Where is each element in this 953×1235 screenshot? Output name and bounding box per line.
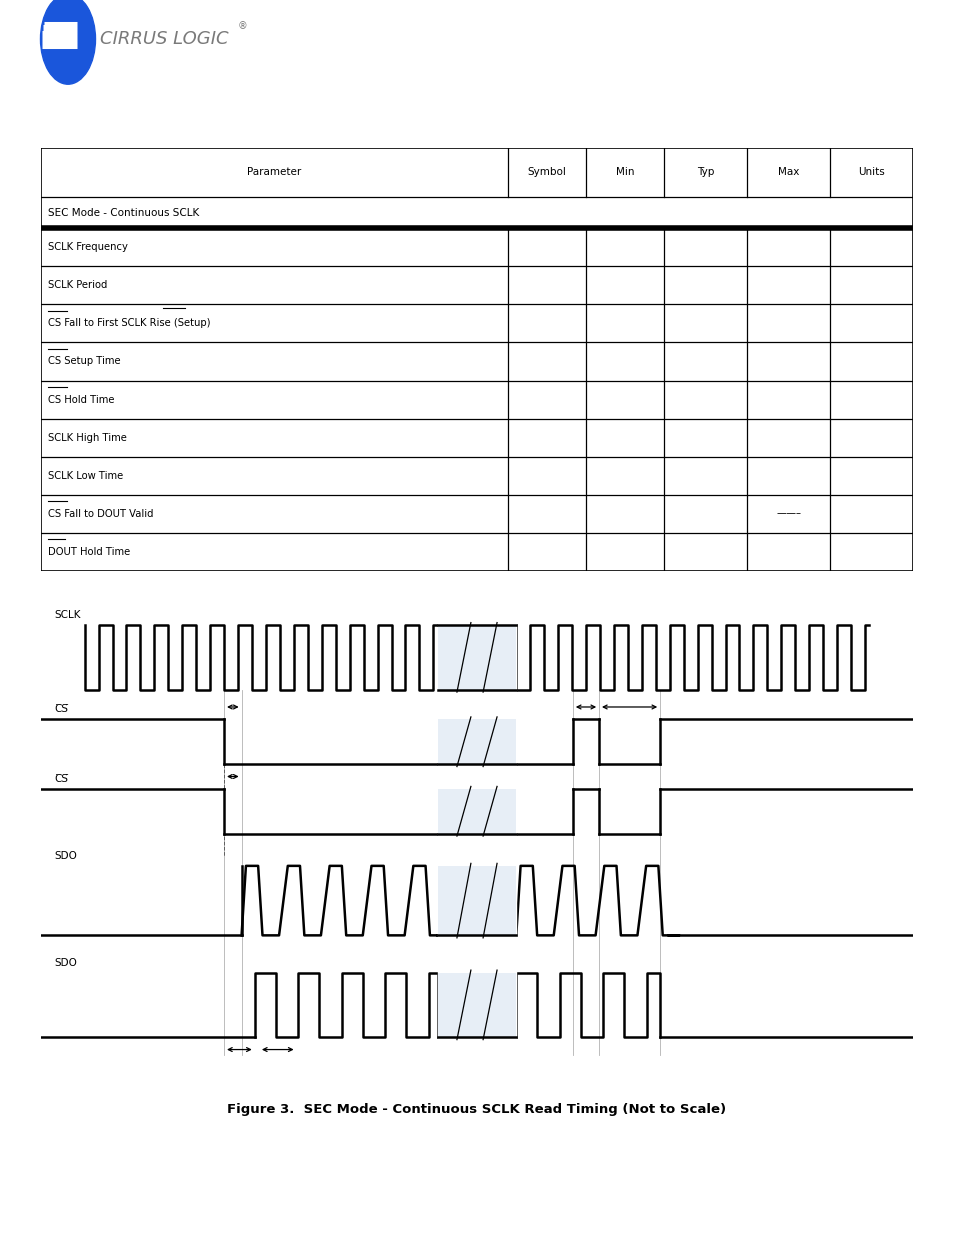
Text: SCLK Frequency: SCLK Frequency (48, 242, 128, 252)
Text: Max: Max (778, 168, 799, 178)
Text: Min: Min (616, 168, 634, 178)
Text: CIRRUS LOGIC: CIRRUS LOGIC (100, 30, 229, 48)
Text: Symbol: Symbol (527, 168, 565, 178)
Text: CS Setup Time: CS Setup Time (48, 357, 120, 367)
Text: C̅S̅: C̅S̅ (54, 704, 68, 714)
Text: ——–: ——– (776, 509, 801, 519)
Text: CS Fall to DOUT Valid: CS Fall to DOUT Valid (48, 509, 153, 519)
Text: SEC Mode - Continuous SCLK: SEC Mode - Continuous SCLK (48, 207, 199, 217)
Bar (437, 866, 516, 935)
Bar (437, 625, 516, 689)
Text: Typ: Typ (697, 168, 714, 178)
Text: SCLK Low Time: SCLK Low Time (48, 471, 123, 480)
Bar (437, 789, 516, 834)
Bar (437, 973, 516, 1037)
Text: SDO: SDO (54, 851, 77, 861)
Text: CS Fall to First SCLK Rise (Setup): CS Fall to First SCLK Rise (Setup) (48, 319, 211, 329)
Text: DOUT Hold Time: DOUT Hold Time (48, 547, 131, 557)
Text: SCLK: SCLK (54, 610, 80, 620)
Text: Figure 3.  SEC Mode - Continuous SCLK Read Timing (Not to Scale): Figure 3. SEC Mode - Continuous SCLK Rea… (227, 1103, 726, 1115)
Text: ®: ® (237, 21, 248, 31)
Text: SCLK High Time: SCLK High Time (48, 432, 127, 442)
Ellipse shape (40, 0, 95, 84)
Text: Parameter: Parameter (247, 168, 301, 178)
Bar (437, 720, 516, 764)
Text: Units: Units (858, 168, 884, 178)
Text: SCLK Period: SCLK Period (48, 280, 108, 290)
Text: C̅S̅: C̅S̅ (54, 774, 68, 784)
Text: SDO: SDO (54, 957, 77, 968)
Text: CS Hold Time: CS Hold Time (48, 394, 114, 405)
